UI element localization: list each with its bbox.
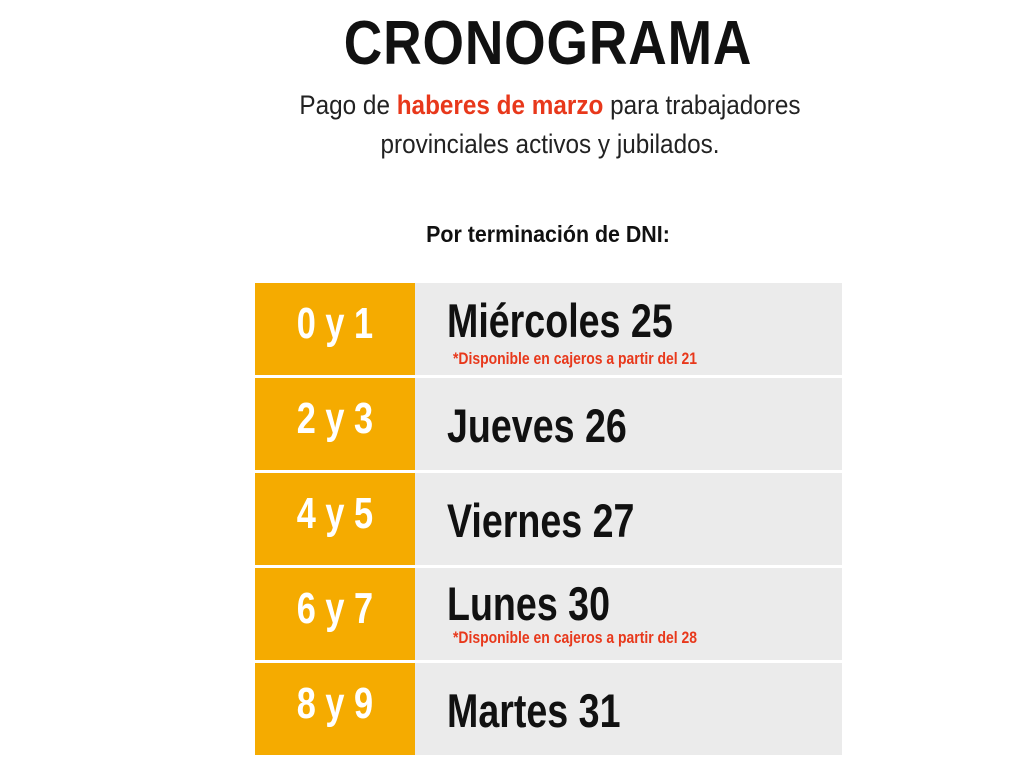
payment-day-cell: Miércoles 25 *Disponible en cajeros a pa… bbox=[415, 283, 842, 375]
dni-key: 4 y 5 bbox=[255, 473, 415, 565]
payment-day: Jueves 26 bbox=[447, 399, 627, 452]
payment-day-cell: Lunes 30 *Disponible en cajeros a partir… bbox=[415, 568, 842, 660]
subtitle-highlight: haberes de marzo bbox=[396, 90, 604, 120]
section-label: Por terminación de DNI: bbox=[426, 221, 670, 247]
payment-day: Miércoles 25 bbox=[447, 294, 673, 347]
dni-key-label: 4 y 5 bbox=[296, 489, 374, 538]
subtitle-prefix: Pago de bbox=[299, 90, 397, 120]
schedule-row: 8 y 9 Martes 31 bbox=[255, 663, 842, 755]
dni-key-label: 6 y 7 bbox=[296, 584, 374, 633]
schedule-row: 4 y 5 Viernes 27 bbox=[255, 473, 842, 565]
dni-key: 6 y 7 bbox=[255, 568, 415, 660]
subtitle-suffix: para trabajadores provinciales activos y… bbox=[380, 90, 801, 159]
dni-key-label: 0 y 1 bbox=[296, 299, 374, 348]
schedule-row: 2 y 3 Jueves 26 bbox=[255, 378, 842, 470]
atm-note: *Disponible en cajeros a partir del 21 bbox=[453, 349, 698, 368]
schedule-table: 0 y 1 Miércoles 25 *Disponible en cajero… bbox=[255, 283, 842, 758]
page-title: CRONOGRAMA bbox=[343, 9, 753, 78]
payment-day: Lunes 30 bbox=[447, 577, 610, 630]
schedule-row: 0 y 1 Miércoles 25 *Disponible en cajero… bbox=[255, 283, 842, 375]
payment-day-cell: Martes 31 bbox=[415, 663, 842, 755]
schedule-row: 6 y 7 Lunes 30 *Disponible en cajeros a … bbox=[255, 568, 842, 660]
payment-day-cell: Viernes 27 bbox=[415, 473, 842, 565]
atm-note: *Disponible en cajeros a partir del 28 bbox=[453, 628, 698, 647]
dni-key: 8 y 9 bbox=[255, 663, 415, 755]
payment-day: Viernes 27 bbox=[447, 494, 635, 547]
dni-key: 0 y 1 bbox=[255, 283, 415, 375]
dni-key: 2 y 3 bbox=[255, 378, 415, 470]
dni-key-label: 2 y 3 bbox=[296, 394, 374, 443]
dni-key-label: 8 y 9 bbox=[296, 679, 374, 728]
payment-day-cell: Jueves 26 bbox=[415, 378, 842, 470]
payment-day: Martes 31 bbox=[447, 684, 621, 737]
subtitle: Pago de haberes de marzo para trabajador… bbox=[235, 86, 865, 164]
